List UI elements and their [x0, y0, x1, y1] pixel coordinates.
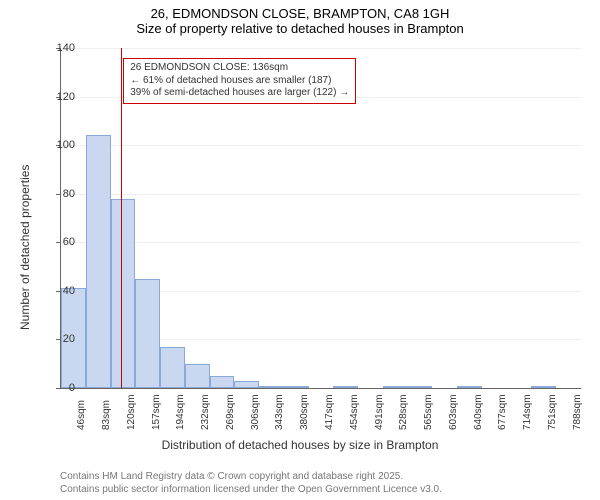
xtick-label: 528sqm — [398, 394, 409, 430]
xtick-label: 157sqm — [151, 394, 162, 430]
histogram-bar — [259, 386, 284, 388]
xtick-label: 417sqm — [324, 394, 335, 430]
xtick-label: 120sqm — [126, 394, 137, 430]
xtick-label: 677sqm — [497, 394, 508, 430]
xtick-label: 269sqm — [225, 394, 236, 430]
histogram-bar — [86, 135, 111, 388]
xtick-label: 640sqm — [473, 394, 484, 430]
histogram-bar — [111, 199, 136, 388]
histogram-bar — [284, 386, 309, 388]
xtick-label: 306sqm — [250, 394, 261, 430]
histogram-bar — [383, 386, 408, 388]
gridline — [61, 145, 581, 146]
gridline — [61, 194, 581, 195]
xtick-label: 380sqm — [299, 394, 310, 430]
histogram-bar — [457, 386, 482, 388]
xtick-label: 751sqm — [547, 394, 558, 430]
ytick-label: 20 — [45, 333, 75, 345]
ytick-label: 120 — [45, 91, 75, 103]
gridline — [61, 48, 581, 49]
xtick-label: 603sqm — [448, 394, 459, 430]
xtick-label: 194sqm — [175, 394, 186, 430]
xtick-label: 46sqm — [76, 400, 87, 430]
ytick-label: 40 — [45, 285, 75, 297]
plot-region: 26 EDMONDSON CLOSE: 136sqm← 61% of detac… — [60, 48, 581, 389]
ytick-label: 60 — [45, 236, 75, 248]
xtick-label: 565sqm — [423, 394, 434, 430]
ytick-label: 80 — [45, 188, 75, 200]
annotation-line-3: 39% of semi-detached houses are larger (… — [130, 87, 349, 100]
xtick-label: 232sqm — [200, 394, 211, 430]
histogram-bar — [160, 347, 185, 388]
y-axis-label: Number of detached properties — [18, 165, 32, 330]
histogram-bar — [333, 386, 358, 388]
footer-line-2: Contains public sector information licen… — [60, 483, 442, 496]
ytick-label: 140 — [45, 42, 75, 54]
histogram-bar — [234, 381, 259, 388]
gridline — [61, 242, 581, 243]
xtick-label: 714sqm — [522, 394, 533, 430]
xtick-label: 343sqm — [274, 394, 285, 430]
ytick-label: 100 — [45, 139, 75, 151]
title-line-1: 26, EDMONDSON CLOSE, BRAMPTON, CA8 1GH — [0, 0, 600, 21]
annotation-line-1: 26 EDMONDSON CLOSE: 136sqm — [130, 62, 349, 75]
histogram-bar — [531, 386, 556, 388]
indicator-line — [121, 48, 122, 388]
histogram-bar — [408, 386, 433, 388]
xtick-label: 491sqm — [374, 394, 385, 430]
xtick-label: 788sqm — [572, 394, 583, 430]
chart-area: Number of detached properties 26 EDMONDS… — [0, 40, 600, 420]
footer-attribution: Contains HM Land Registry data © Crown c… — [60, 470, 442, 496]
histogram-bar — [135, 279, 160, 388]
footer-line-1: Contains HM Land Registry data © Crown c… — [60, 470, 442, 483]
histogram-bar — [185, 364, 210, 388]
xtick-label: 454sqm — [349, 394, 360, 430]
xtick-label: 83sqm — [101, 400, 112, 430]
annotation-line-2: ← 61% of detached houses are smaller (18… — [130, 75, 349, 88]
x-axis-label: Distribution of detached houses by size … — [0, 438, 600, 452]
histogram-bar — [210, 376, 235, 388]
title-line-2: Size of property relative to detached ho… — [0, 21, 600, 40]
ytick-label: 0 — [45, 382, 75, 394]
chart-container: 26, EDMONDSON CLOSE, BRAMPTON, CA8 1GH S… — [0, 0, 600, 500]
annotation-box: 26 EDMONDSON CLOSE: 136sqm← 61% of detac… — [123, 58, 356, 104]
